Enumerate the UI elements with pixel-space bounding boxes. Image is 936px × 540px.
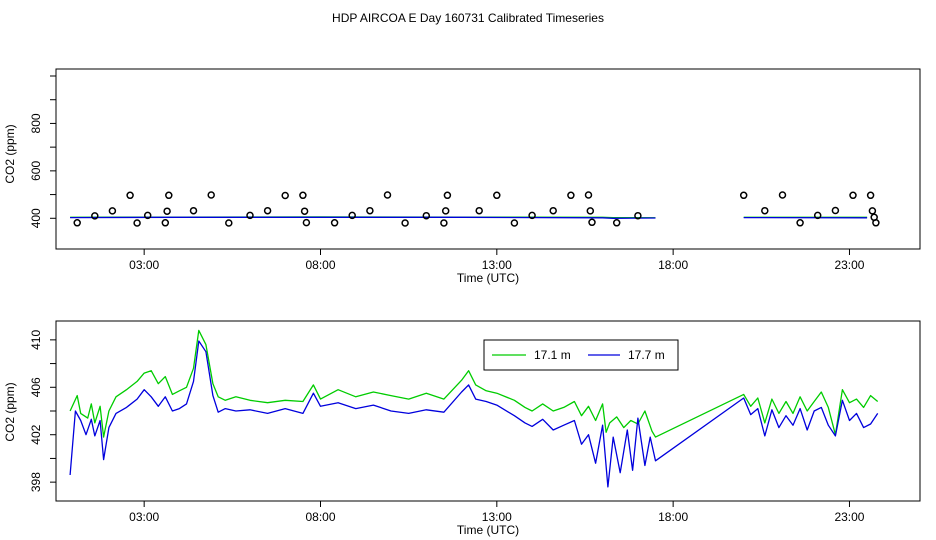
- legend: 17.1 m 17.7 m: [483, 339, 679, 371]
- calibration-point: [225, 219, 233, 227]
- calibration-point: [440, 219, 448, 227]
- calibration-point: [246, 211, 254, 220]
- x-axis-label-top: Time (UTC): [457, 271, 519, 285]
- calibration-point: [567, 191, 575, 200]
- calibration-point: [528, 211, 536, 220]
- calibration-point: [133, 219, 141, 227]
- calibration-point: [761, 206, 769, 215]
- calibration-point: [263, 206, 272, 215]
- x-tick-label: 08:00: [305, 510, 335, 524]
- calibration-point: [872, 219, 880, 227]
- lines-bottom: [69, 329, 879, 488]
- y-axis-label-top: CO2 (ppm): [3, 124, 17, 183]
- calibration-point: [831, 206, 840, 215]
- x-axis-top: 03:00 08:00 13:00 18:00 23:00: [129, 249, 865, 272]
- y-tick-label: 410: [29, 330, 43, 350]
- calibration-point: [108, 207, 117, 215]
- calibration-point: [366, 206, 374, 215]
- y-tick-label: 406: [29, 377, 43, 397]
- calibration-point: [161, 219, 170, 227]
- legend-label-17-7m: 17.7 m: [628, 348, 665, 362]
- y-axis-label-bottom: CO2 (ppm): [3, 382, 17, 441]
- calibration-point: [383, 191, 392, 199]
- y-tick-label: 398: [29, 472, 43, 492]
- y-tick-label: 400: [29, 208, 43, 228]
- x-tick-label: 13:00: [482, 258, 512, 272]
- calibration-point: [475, 206, 483, 215]
- calibration-point: [549, 206, 557, 215]
- y-axis-top: 400 600 800: [29, 75, 57, 228]
- calibration-point: [493, 191, 501, 200]
- calibration-point: [330, 219, 339, 227]
- x-tick-label: 18:00: [658, 258, 688, 272]
- lines-top: [70, 216, 868, 219]
- x-tick-label: 03:00: [129, 258, 159, 272]
- calibration-point: [584, 191, 593, 199]
- calibration-point: [868, 207, 877, 215]
- calibration-point: [586, 207, 595, 215]
- x-axis-bottom: 03:00 08:00 13:00 18:00 23:00: [129, 501, 865, 524]
- calibration-point: [796, 219, 804, 227]
- y-tick-label: 800: [29, 113, 43, 133]
- x-tick-label: 13:00: [482, 510, 512, 524]
- calibration-point: [813, 211, 822, 220]
- x-tick-label: 08:00: [305, 258, 335, 272]
- series-line-17-7-m: [70, 216, 656, 219]
- calibration-point: [778, 191, 787, 199]
- calibration-point: [126, 191, 134, 200]
- calibration-point: [207, 191, 215, 199]
- calibration-point: [143, 211, 152, 220]
- y-tick-label: 402: [29, 424, 43, 444]
- calibration-point: [165, 191, 173, 200]
- plot-frame-top: [55, 68, 921, 250]
- figure-title: HDP AIRCOA E Day 160731 Calibrated Times…: [332, 11, 604, 25]
- calibration-point: [73, 219, 81, 227]
- calibration-point: [422, 211, 431, 220]
- series-line-17-7-m: [69, 340, 879, 488]
- x-tick-label: 23:00: [834, 258, 864, 272]
- calibration-point: [634, 211, 642, 220]
- calibration-point: [189, 206, 198, 215]
- calibration-point: [866, 191, 875, 200]
- points-top: [73, 191, 880, 227]
- calibration-point: [443, 191, 452, 200]
- calibration-point: [849, 191, 857, 200]
- calibration-point: [91, 212, 99, 220]
- x-tick-label: 23:00: [834, 510, 864, 524]
- calibration-point: [300, 207, 309, 215]
- calibration-point: [348, 211, 356, 220]
- legend-label-17-1m: 17.1 m: [534, 348, 571, 362]
- y-axis-bottom: 398 402 406 410: [29, 330, 57, 492]
- panel-top: 400 600 800 03:00 08:00 13:00 18:00 23:00 Time…: [3, 68, 921, 285]
- y-tick-label: 600: [29, 161, 43, 181]
- calibration-point: [510, 219, 519, 227]
- x-tick-label: 18:00: [658, 510, 688, 524]
- calibration-point: [588, 218, 596, 227]
- calibration-point: [739, 191, 748, 200]
- calibration-point: [612, 219, 621, 227]
- calibration-point: [299, 191, 307, 200]
- x-tick-label: 03:00: [129, 510, 159, 524]
- series-line-17-1-m: [69, 329, 879, 438]
- calibration-point: [281, 191, 289, 200]
- panel-bottom: 398 402 406 410 03:00 08:00 13:00 18:00 23:00 T…: [3, 320, 921, 537]
- calibration-point: [401, 219, 409, 227]
- x-axis-label-bottom: Time (UTC): [457, 523, 519, 537]
- calibration-point: [302, 218, 311, 227]
- calibration-point: [441, 207, 450, 215]
- calibration-point: [163, 207, 171, 215]
